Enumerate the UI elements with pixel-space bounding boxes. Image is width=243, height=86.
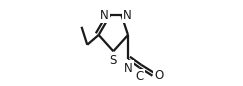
Text: N: N [100, 9, 108, 22]
Text: O: O [154, 69, 163, 82]
Text: N: N [124, 62, 132, 75]
Text: S: S [110, 54, 117, 67]
Text: N: N [123, 9, 132, 22]
Text: C: C [135, 70, 144, 83]
